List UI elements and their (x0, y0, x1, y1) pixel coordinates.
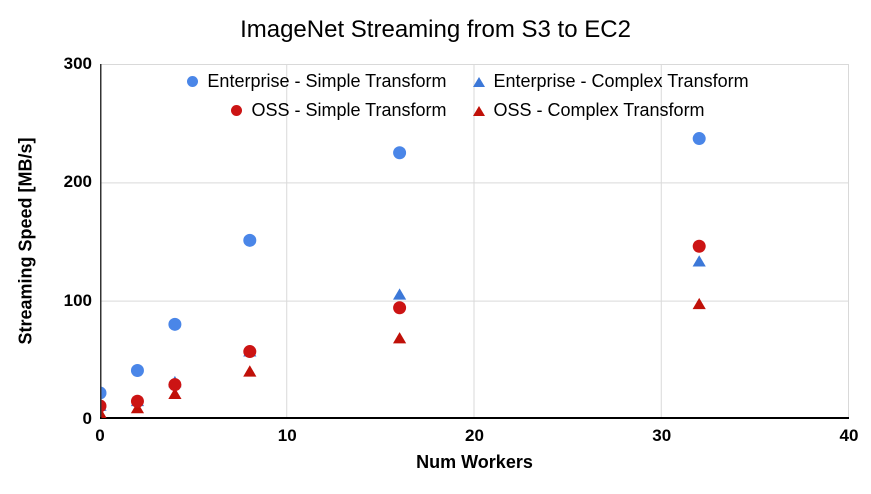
y-tick-label: 0 (82, 409, 92, 428)
data-point (692, 255, 706, 267)
y-tick-label: 200 (63, 172, 92, 192)
x-tick-label: 20 (465, 426, 484, 445)
data-point (243, 345, 257, 359)
x-tick-label: 30 (652, 426, 672, 445)
legend-row: OSS - Simple Transform OSS - Complex Tran… (145, 96, 789, 125)
data-point (692, 239, 706, 253)
x-tick-label: 0 (95, 426, 105, 445)
legend-label: Enterprise - Simple Transform (207, 71, 447, 91)
legend-item: Enterprise - Complex Transform (472, 71, 789, 92)
data-point (168, 387, 182, 400)
legend: Enterprise - Simple Transform Enterprise … (92, 67, 841, 125)
data-point (101, 386, 107, 400)
x-tick-label: 10 (277, 426, 297, 445)
legend-label: OSS - Complex Transform (493, 100, 705, 120)
legend-circle-marker-icon (231, 105, 243, 116)
legend-label: Enterprise - Complex Transform (493, 71, 749, 91)
data-point (168, 378, 182, 392)
data-point (243, 233, 257, 247)
legend-circle-marker-icon (187, 76, 199, 87)
x-axis-title: Num Workers (416, 452, 533, 472)
data-point (168, 317, 182, 331)
plot-area (100, 64, 849, 419)
data-point (101, 409, 107, 418)
data-point (130, 363, 144, 377)
legend-row: Enterprise - Simple Transform Enterprise … (145, 67, 789, 96)
data-point (692, 297, 706, 310)
legend-triangle-marker-icon (472, 105, 485, 116)
data-point (393, 146, 407, 160)
legend-item: OSS - Complex Transform (472, 100, 789, 121)
legend-item: Enterprise - Simple Transform (145, 71, 447, 92)
legend-item: OSS - Simple Transform (145, 100, 447, 121)
data-point (393, 288, 407, 300)
x-tick-label: 40 (839, 426, 859, 445)
legend-triangle-marker-icon (472, 76, 485, 87)
y-tick-label: 300 (63, 54, 92, 73)
data-point (692, 132, 706, 146)
data-point (243, 365, 257, 377)
data-point (101, 399, 107, 413)
data-point (393, 332, 407, 344)
y-axis-title: Streaming Speed [MB/s] (15, 137, 36, 345)
data-point (393, 301, 407, 315)
legend-label: OSS - Simple Transform (251, 100, 447, 120)
y-tick-label: 100 (63, 290, 92, 310)
chart-title: ImageNet Streaming from S3 to EC2 (240, 16, 631, 43)
data-point (130, 394, 144, 408)
